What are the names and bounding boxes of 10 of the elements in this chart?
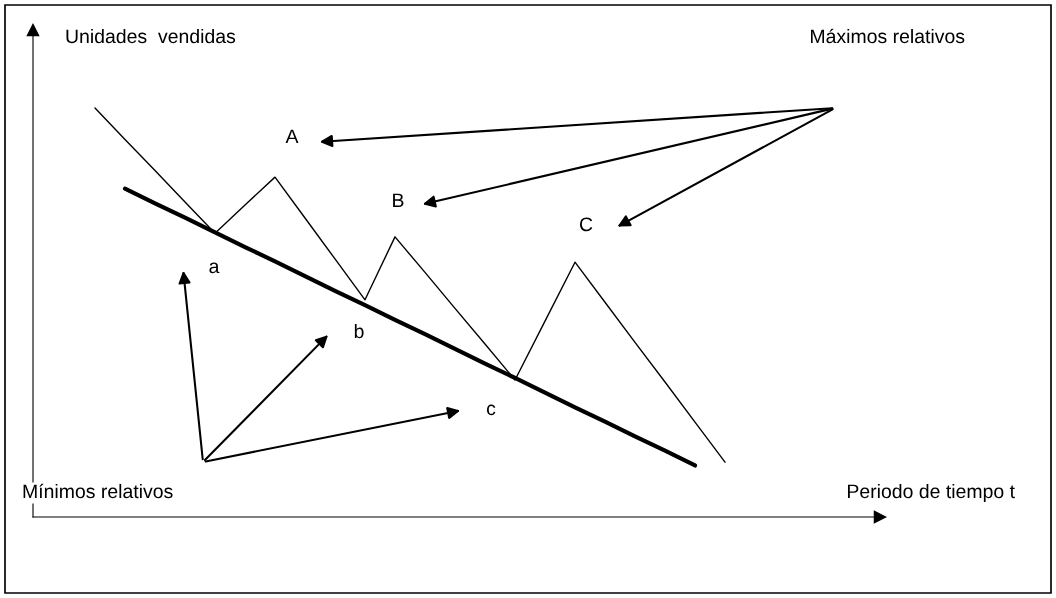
annotation: b [354, 323, 364, 339]
annotation: c [486, 404, 496, 416]
annotation: A [285, 129, 299, 144]
text: Máximos relativos [811, 28, 965, 44]
annotation: C [579, 217, 593, 232]
y-axis-title: Unidades vendidas [66, 28, 236, 44]
text: Periodo de tiempo t [847, 483, 1015, 503]
annotation: Mínimos relativos [23, 483, 173, 499]
annotation: B [393, 193, 404, 208]
annotation: a [209, 262, 220, 274]
